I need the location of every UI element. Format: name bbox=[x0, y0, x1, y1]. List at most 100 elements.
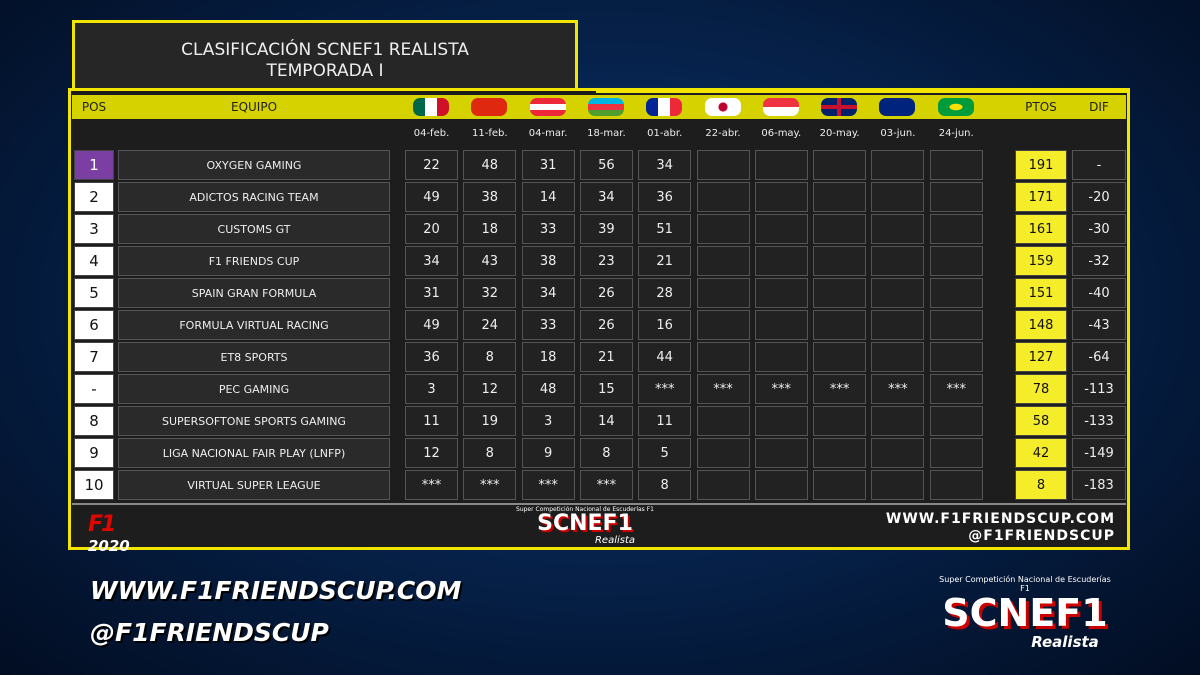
f1-year: 2020 bbox=[88, 537, 130, 555]
dif-cell: -30 bbox=[1072, 214, 1126, 244]
result-cell bbox=[813, 182, 867, 212]
result-cell: 8 bbox=[463, 342, 517, 372]
footer-links: WWW.F1FRIENDSCUP.COM @F1FRIENDSCUP bbox=[886, 511, 1115, 545]
result-cell: *** bbox=[579, 470, 633, 500]
dif-cell: -40 bbox=[1072, 278, 1126, 308]
result-cell: 33 bbox=[521, 310, 575, 340]
race-date: 03-jun. bbox=[880, 127, 916, 139]
team-cell: CUSTOMS GT bbox=[118, 214, 390, 244]
result-cell: 43 bbox=[463, 246, 517, 276]
banner-links: WWW.F1FRIENDSCUP.COM @F1FRIENDSCUP bbox=[90, 570, 461, 654]
result-cell: 11 bbox=[638, 406, 692, 436]
result-cell bbox=[871, 342, 925, 372]
points-cell: 42 bbox=[1015, 438, 1067, 468]
pos-cell: 3 bbox=[74, 214, 114, 244]
footer-handle: @F1FRIENDSCUP bbox=[968, 528, 1115, 544]
race-date: 24-jun. bbox=[938, 127, 974, 139]
team-cell: ADICTOS RACING TEAM bbox=[118, 182, 390, 212]
result-cell bbox=[696, 246, 750, 276]
flag bbox=[879, 98, 916, 116]
result-cell bbox=[871, 310, 925, 340]
result-cell bbox=[754, 406, 808, 436]
result-cell: 8 bbox=[463, 438, 517, 468]
result-cell bbox=[813, 310, 867, 340]
result-cell: 26 bbox=[579, 278, 633, 308]
dif-cell: -20 bbox=[1072, 182, 1126, 212]
points-cell: 127 bbox=[1015, 342, 1067, 372]
result-cell bbox=[696, 470, 750, 500]
result-cell bbox=[929, 150, 983, 180]
result-cell: 33 bbox=[521, 214, 575, 244]
flag bbox=[413, 98, 449, 116]
logo-top: Super Competición Nacional de Escuderías… bbox=[939, 575, 1111, 593]
points-cell: 171 bbox=[1015, 182, 1067, 212]
result-cell: 3 bbox=[405, 374, 458, 404]
result-cell bbox=[929, 406, 983, 436]
result-cell: 8 bbox=[579, 438, 633, 468]
col-header: PTOS bbox=[1025, 100, 1057, 114]
result-cell: 12 bbox=[405, 438, 458, 468]
result-cell bbox=[871, 150, 925, 180]
team-cell: PEC GAMING bbox=[118, 374, 390, 404]
result-cell bbox=[813, 214, 867, 244]
result-cell bbox=[813, 342, 867, 372]
result-cell bbox=[754, 438, 808, 468]
banner-handle: @F1FRIENDSCUP bbox=[90, 618, 329, 647]
race-date: 18-mar. bbox=[587, 127, 626, 139]
result-cell: *** bbox=[638, 374, 692, 404]
result-cell: 38 bbox=[521, 246, 575, 276]
points-cell: 159 bbox=[1015, 246, 1067, 276]
result-cell bbox=[929, 214, 983, 244]
result-cell bbox=[696, 150, 750, 180]
race-date: 20-may. bbox=[819, 127, 860, 139]
pos-cell: 9 bbox=[74, 438, 114, 468]
race-date: 06-may. bbox=[761, 127, 802, 139]
result-cell: 14 bbox=[521, 182, 575, 212]
result-cell: 32 bbox=[463, 278, 517, 308]
result-cell: *** bbox=[405, 470, 458, 500]
result-cell: 38 bbox=[463, 182, 517, 212]
result-cell bbox=[871, 182, 925, 212]
banner-website: WWW.F1FRIENDSCUP.COM bbox=[90, 576, 462, 605]
title-line: CLASIFICACIÓN SCNEF1 REALISTA bbox=[181, 40, 469, 60]
result-cell: *** bbox=[813, 374, 867, 404]
result-cell bbox=[929, 182, 983, 212]
points-cell: 78 bbox=[1015, 374, 1067, 404]
dif-cell: -149 bbox=[1072, 438, 1126, 468]
race-date: 04-mar. bbox=[528, 127, 568, 139]
result-cell: 24 bbox=[463, 310, 517, 340]
flag bbox=[529, 98, 566, 116]
points-cell: 191 bbox=[1015, 150, 1067, 180]
dif-cell: -43 bbox=[1072, 310, 1126, 340]
result-cell bbox=[871, 470, 925, 500]
result-cell bbox=[754, 278, 808, 308]
result-cell: 28 bbox=[638, 278, 692, 308]
result-cell: 21 bbox=[638, 246, 692, 276]
result-cell: 34 bbox=[638, 150, 692, 180]
pos-cell: 1 bbox=[74, 150, 114, 180]
team-cell: ET8 SPORTS bbox=[118, 342, 390, 372]
result-cell bbox=[696, 182, 750, 212]
points-cell: 58 bbox=[1015, 406, 1067, 436]
f1-logo: F1 2020 bbox=[88, 512, 130, 555]
title-line: TEMPORADA I bbox=[266, 61, 384, 81]
result-cell bbox=[929, 470, 983, 500]
logo-name: SCNEF1 bbox=[942, 591, 1108, 635]
result-cell: 49 bbox=[405, 310, 458, 340]
result-cell: 48 bbox=[463, 150, 517, 180]
result-cell: 19 bbox=[463, 406, 517, 436]
pos-cell: 10 bbox=[74, 470, 114, 500]
result-cell bbox=[696, 406, 750, 436]
result-cell: 11 bbox=[405, 406, 458, 436]
logo-name: SCNEF1 bbox=[537, 511, 633, 536]
result-cell: 15 bbox=[579, 374, 633, 404]
result-cell bbox=[696, 278, 750, 308]
result-cell bbox=[929, 278, 983, 308]
dif-cell: - bbox=[1072, 150, 1126, 180]
team-cell: F1 FRIENDS CUP bbox=[118, 246, 390, 276]
result-cell: 34 bbox=[405, 246, 458, 276]
pos-cell: - bbox=[74, 374, 114, 404]
race-date: 04-feb. bbox=[413, 127, 450, 139]
result-cell: 3 bbox=[521, 406, 575, 436]
